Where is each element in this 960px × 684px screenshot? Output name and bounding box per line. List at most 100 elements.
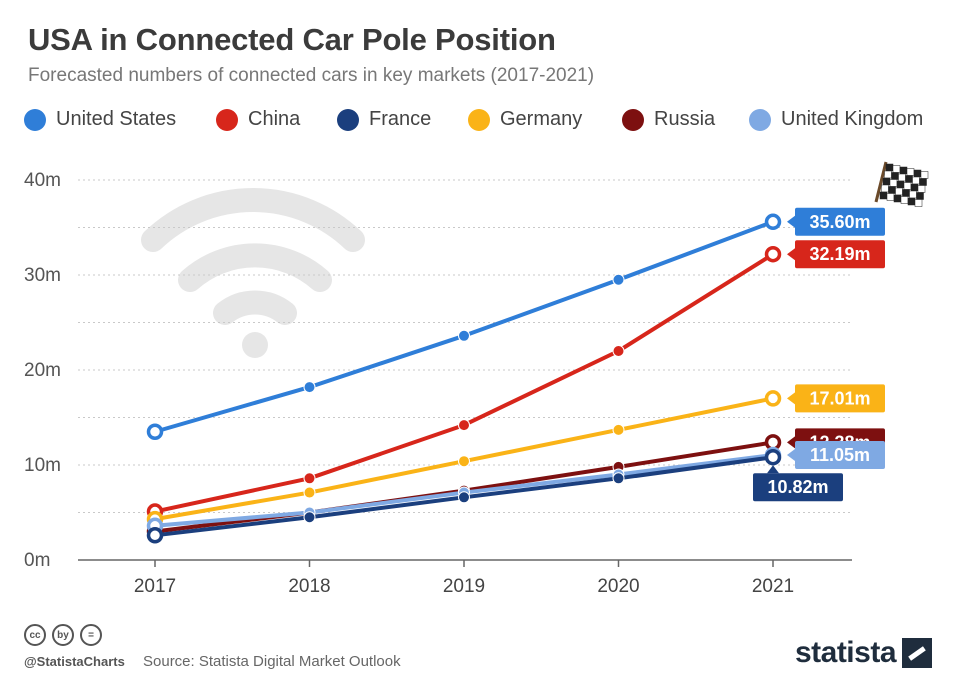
data-point-france (764, 448, 782, 466)
end-label-text: 10.82m (767, 477, 828, 497)
data-point-united-states (458, 329, 470, 342)
wifi-icon (141, 188, 365, 358)
end-label-box (795, 207, 885, 236)
data-point-germany (458, 455, 470, 468)
data-point-china (764, 245, 782, 263)
flag-square (902, 189, 910, 197)
flag-square (913, 169, 922, 178)
statista-logo-icon (902, 638, 932, 668)
legend-label-united-kingdom: United Kingdom (781, 108, 924, 130)
flag-square (910, 183, 919, 192)
end-label-pointer (787, 215, 795, 228)
y-tick-label: 30m (24, 265, 61, 286)
end-label-united-states: 35.60m (787, 207, 885, 236)
end-label-text: 35.60m (809, 212, 870, 232)
y-tick-label: 40m (24, 170, 61, 191)
end-label-germany: 17.01m (787, 384, 885, 413)
source-note: Source: Statista Digital Market Outlook (143, 653, 401, 670)
flag-square (903, 182, 912, 190)
statista-logo[interactable]: statista (795, 636, 932, 670)
data-point-united-states (303, 381, 316, 394)
twitter-handle: @StatistaCharts (24, 654, 125, 669)
end-label-box (795, 441, 885, 470)
legend-swatch-united-kingdom (749, 108, 771, 131)
data-point-france (458, 491, 470, 504)
flag-square (912, 176, 920, 185)
y-tick-label: 0m (24, 550, 50, 571)
legend-swatch-russia (622, 108, 644, 131)
x-tick-label: 2018 (288, 576, 330, 597)
flag-square (898, 173, 906, 182)
data-point-united-states (764, 213, 782, 231)
flag-square (885, 163, 894, 172)
legend-swatch-france (337, 108, 359, 131)
end-label-box (753, 473, 843, 502)
data-point-united-states (146, 423, 164, 440)
end-label-pointer (787, 392, 795, 405)
brand-wordmark: statista (794, 636, 897, 669)
flag-square (895, 187, 903, 196)
data-point-germany (303, 486, 316, 499)
flag-square (907, 197, 916, 206)
end-label-box (795, 240, 885, 269)
legend-label-france: France (369, 108, 432, 130)
flag-square (891, 172, 899, 180)
legend-item-china: China (216, 108, 300, 131)
legend-swatch-united-states (24, 108, 46, 131)
end-label-text: 32.19m (809, 244, 870, 264)
flag-square (892, 165, 901, 173)
axes: 0m 10m 20m 30m 40m 2017 2018 2019 2020 2021 (24, 170, 852, 597)
end-label-pointer (767, 465, 779, 474)
x-tick-label: 2019 (443, 576, 485, 597)
data-point-france (146, 527, 164, 544)
flag-square (882, 177, 891, 186)
attribution-icon: by (52, 624, 74, 646)
end-label-pointer (787, 248, 795, 261)
legend-swatch-germany (468, 108, 490, 131)
end-label-text: 17.01m (809, 388, 870, 408)
chart-subtitle: Forecasted numbers of connected cars in … (28, 65, 595, 86)
legend-item-russia: Russia (622, 108, 715, 131)
data-point-germany (764, 390, 782, 407)
no-derivatives-icon: = (80, 624, 102, 646)
line-chart: 0m 10m 20m 30m 40m 2017 2018 2019 2020 2021 35.60… (24, 161, 929, 597)
flag-square (888, 186, 896, 194)
data-point-germany (612, 423, 625, 436)
legend-label-germany: Germany (500, 108, 583, 130)
flag-square (896, 180, 905, 189)
creative-commons-icon: cc (24, 624, 46, 646)
end-label-china: 32.19m (787, 240, 885, 269)
legend-label-united-states: United States (56, 108, 177, 130)
y-tick-label: 20m (24, 360, 61, 381)
license-icons: cc by = (24, 624, 102, 646)
end-label-united-kingdom: 11.05m (787, 441, 885, 470)
x-tick-label: 2017 (134, 576, 176, 597)
data-point-china (612, 345, 625, 357)
data-point-france (303, 511, 316, 524)
legend-item-united-states: United States (24, 108, 176, 131)
flag-square (881, 184, 889, 193)
flag-square (900, 196, 909, 204)
legend-item-united-kingdom: United Kingdom (749, 108, 923, 131)
flag-square (906, 168, 915, 176)
flag-square (919, 178, 927, 186)
data-point-united-states (612, 273, 625, 286)
legend-item-france: France (337, 108, 431, 131)
flag-square (879, 191, 888, 200)
end-label-box (795, 384, 885, 413)
flag-square (893, 194, 902, 203)
legend-swatch-china (216, 108, 238, 131)
flag-square (886, 193, 895, 201)
legend-label-russia: Russia (654, 108, 716, 130)
legend-item-germany: Germany (468, 108, 582, 131)
flag-square (905, 175, 913, 183)
chart-title: USA in Connected Car Pole Position (28, 22, 556, 57)
checkered-flag-icon (874, 161, 929, 207)
end-label-pointer (787, 449, 795, 462)
series-lines (146, 213, 782, 544)
data-point-china (303, 472, 316, 485)
x-tick-label: 2020 (597, 576, 639, 597)
flag-square (916, 192, 924, 200)
flag-square (909, 190, 917, 199)
